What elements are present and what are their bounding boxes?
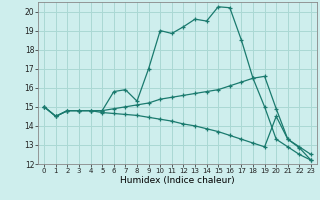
- X-axis label: Humidex (Indice chaleur): Humidex (Indice chaleur): [120, 176, 235, 185]
